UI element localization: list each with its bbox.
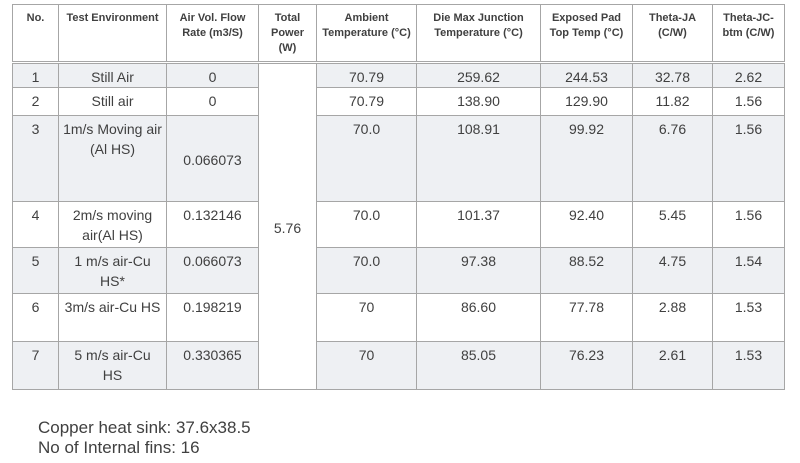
column-header: No.	[12, 4, 59, 64]
column-header: Total Power (W)	[258, 4, 317, 64]
column-header: Exposed Pad Top Temp (°C)	[540, 4, 633, 64]
table-cell: 70	[316, 341, 417, 390]
table-row: 4 2m/s moving air(Al HS) 0.132146 70.0 101.3…	[12, 201, 785, 248]
table-cell: 2m/s moving air(Al HS)	[58, 201, 167, 248]
table-cell: 138.90	[416, 87, 541, 116]
table-cell: 5.45	[632, 201, 713, 248]
table-cell: Still air	[58, 87, 167, 116]
table-cell: 6.76	[632, 115, 713, 202]
table-cell: 2.62	[712, 62, 785, 88]
table-cell: 5	[12, 247, 59, 294]
table-cell: 2.88	[632, 293, 713, 342]
table-cell: 1.53	[712, 293, 785, 342]
table-cell: 86.60	[416, 293, 541, 342]
column-header: Air Vol. Flow Rate (m3/S)	[166, 4, 259, 64]
table-cell: 244.53	[540, 62, 633, 88]
table-cell: 70.0	[316, 247, 417, 294]
table-cell: 3	[12, 115, 59, 202]
note: No of Internal fins: 16	[38, 438, 200, 457]
header-row: No. Test Environment Air Vol. Flow Rate (m…	[12, 4, 785, 64]
table-cell: 0	[166, 87, 259, 116]
table-cell: 1.54	[712, 247, 785, 294]
table-cell: 101.37	[416, 201, 541, 248]
table-cell: 1m/s Moving air (Al HS)	[58, 115, 167, 202]
table-body: 1 Still Air 0 5.76 70.79 259.62 244.53 32.78 2.6…	[12, 62, 785, 390]
total-power-cell: 5.76	[258, 62, 317, 390]
table-cell: 0.066073	[166, 115, 259, 202]
table-cell: Still Air	[58, 62, 167, 88]
table-cell: 2	[12, 87, 59, 116]
table-row: 3 1m/s Moving air (Al HS) 0.066073 70.0 108.…	[12, 115, 785, 202]
column-header: Test Environment	[58, 4, 167, 64]
table-cell: 70.0	[316, 115, 417, 202]
table-cell: 70.0	[316, 201, 417, 248]
table-cell: 70.79	[316, 87, 417, 116]
note: Copper heat sink: 37.6x38.5	[38, 418, 251, 437]
table-cell: 1.53	[712, 341, 785, 390]
column-header: Ambient Temperature (°C)	[316, 4, 417, 64]
table-cell: 0.132146	[166, 201, 259, 248]
notes: Copper heat sink: 37.6x38.5 No of Interna…	[38, 418, 251, 458]
table-cell: 70.79	[316, 62, 417, 88]
table-cell: 1.56	[712, 201, 785, 248]
table-cell: 2.61	[632, 341, 713, 390]
table-cell: 70	[316, 293, 417, 342]
table-cell: 4.75	[632, 247, 713, 294]
table-cell: 0.066073	[166, 247, 259, 294]
table-cell: 7	[12, 341, 59, 390]
table-cell: 32.78	[632, 62, 713, 88]
table-cell: 0	[166, 62, 259, 88]
table-cell: 1 m/s air-Cu HS*	[58, 247, 167, 294]
table-cell: 92.40	[540, 201, 633, 248]
table-cell: 11.82	[632, 87, 713, 116]
table-cell: 97.38	[416, 247, 541, 294]
table-cell: 5 m/s air-Cu HS	[58, 341, 167, 390]
table-cell: 85.05	[416, 341, 541, 390]
table-row: 2 Still air 0 70.79 138.90 129.90 11.82 1.56	[12, 87, 785, 116]
column-header: Theta-JC-btm (C/W)	[712, 4, 785, 64]
column-header: Theta-JA (C/W)	[632, 4, 713, 64]
table-cell: 1.56	[712, 87, 785, 116]
table-cell: 88.52	[540, 247, 633, 294]
table-cell: 1.56	[712, 115, 785, 202]
table-row: 1 Still Air 0 5.76 70.79 259.62 244.53 32.78 2.6…	[12, 62, 785, 390]
table-cell: 76.23	[540, 341, 633, 390]
table-row: 6 3m/s air-Cu HS 0.198219 70 86.60 77.78 2.88 1…	[12, 293, 785, 342]
table-cell: 3m/s air-Cu HS	[58, 293, 167, 342]
table-cell: 129.90	[540, 87, 633, 116]
table-cell: 99.92	[540, 115, 633, 202]
table-cell: 259.62	[416, 62, 541, 88]
results-table: No. Test Environment Air Vol. Flow Rate (m…	[12, 4, 785, 390]
table-cell: 108.91	[416, 115, 541, 202]
table-cell: 0.198219	[166, 293, 259, 342]
table-cell: 6	[12, 293, 59, 342]
column-header: Die Max Junction Temperature (°C)	[416, 4, 541, 64]
table-cell: 4	[12, 201, 59, 248]
table-cell: 77.78	[540, 293, 633, 342]
table-cell: 0.330365	[166, 341, 259, 390]
table-cell: 1	[12, 62, 59, 88]
